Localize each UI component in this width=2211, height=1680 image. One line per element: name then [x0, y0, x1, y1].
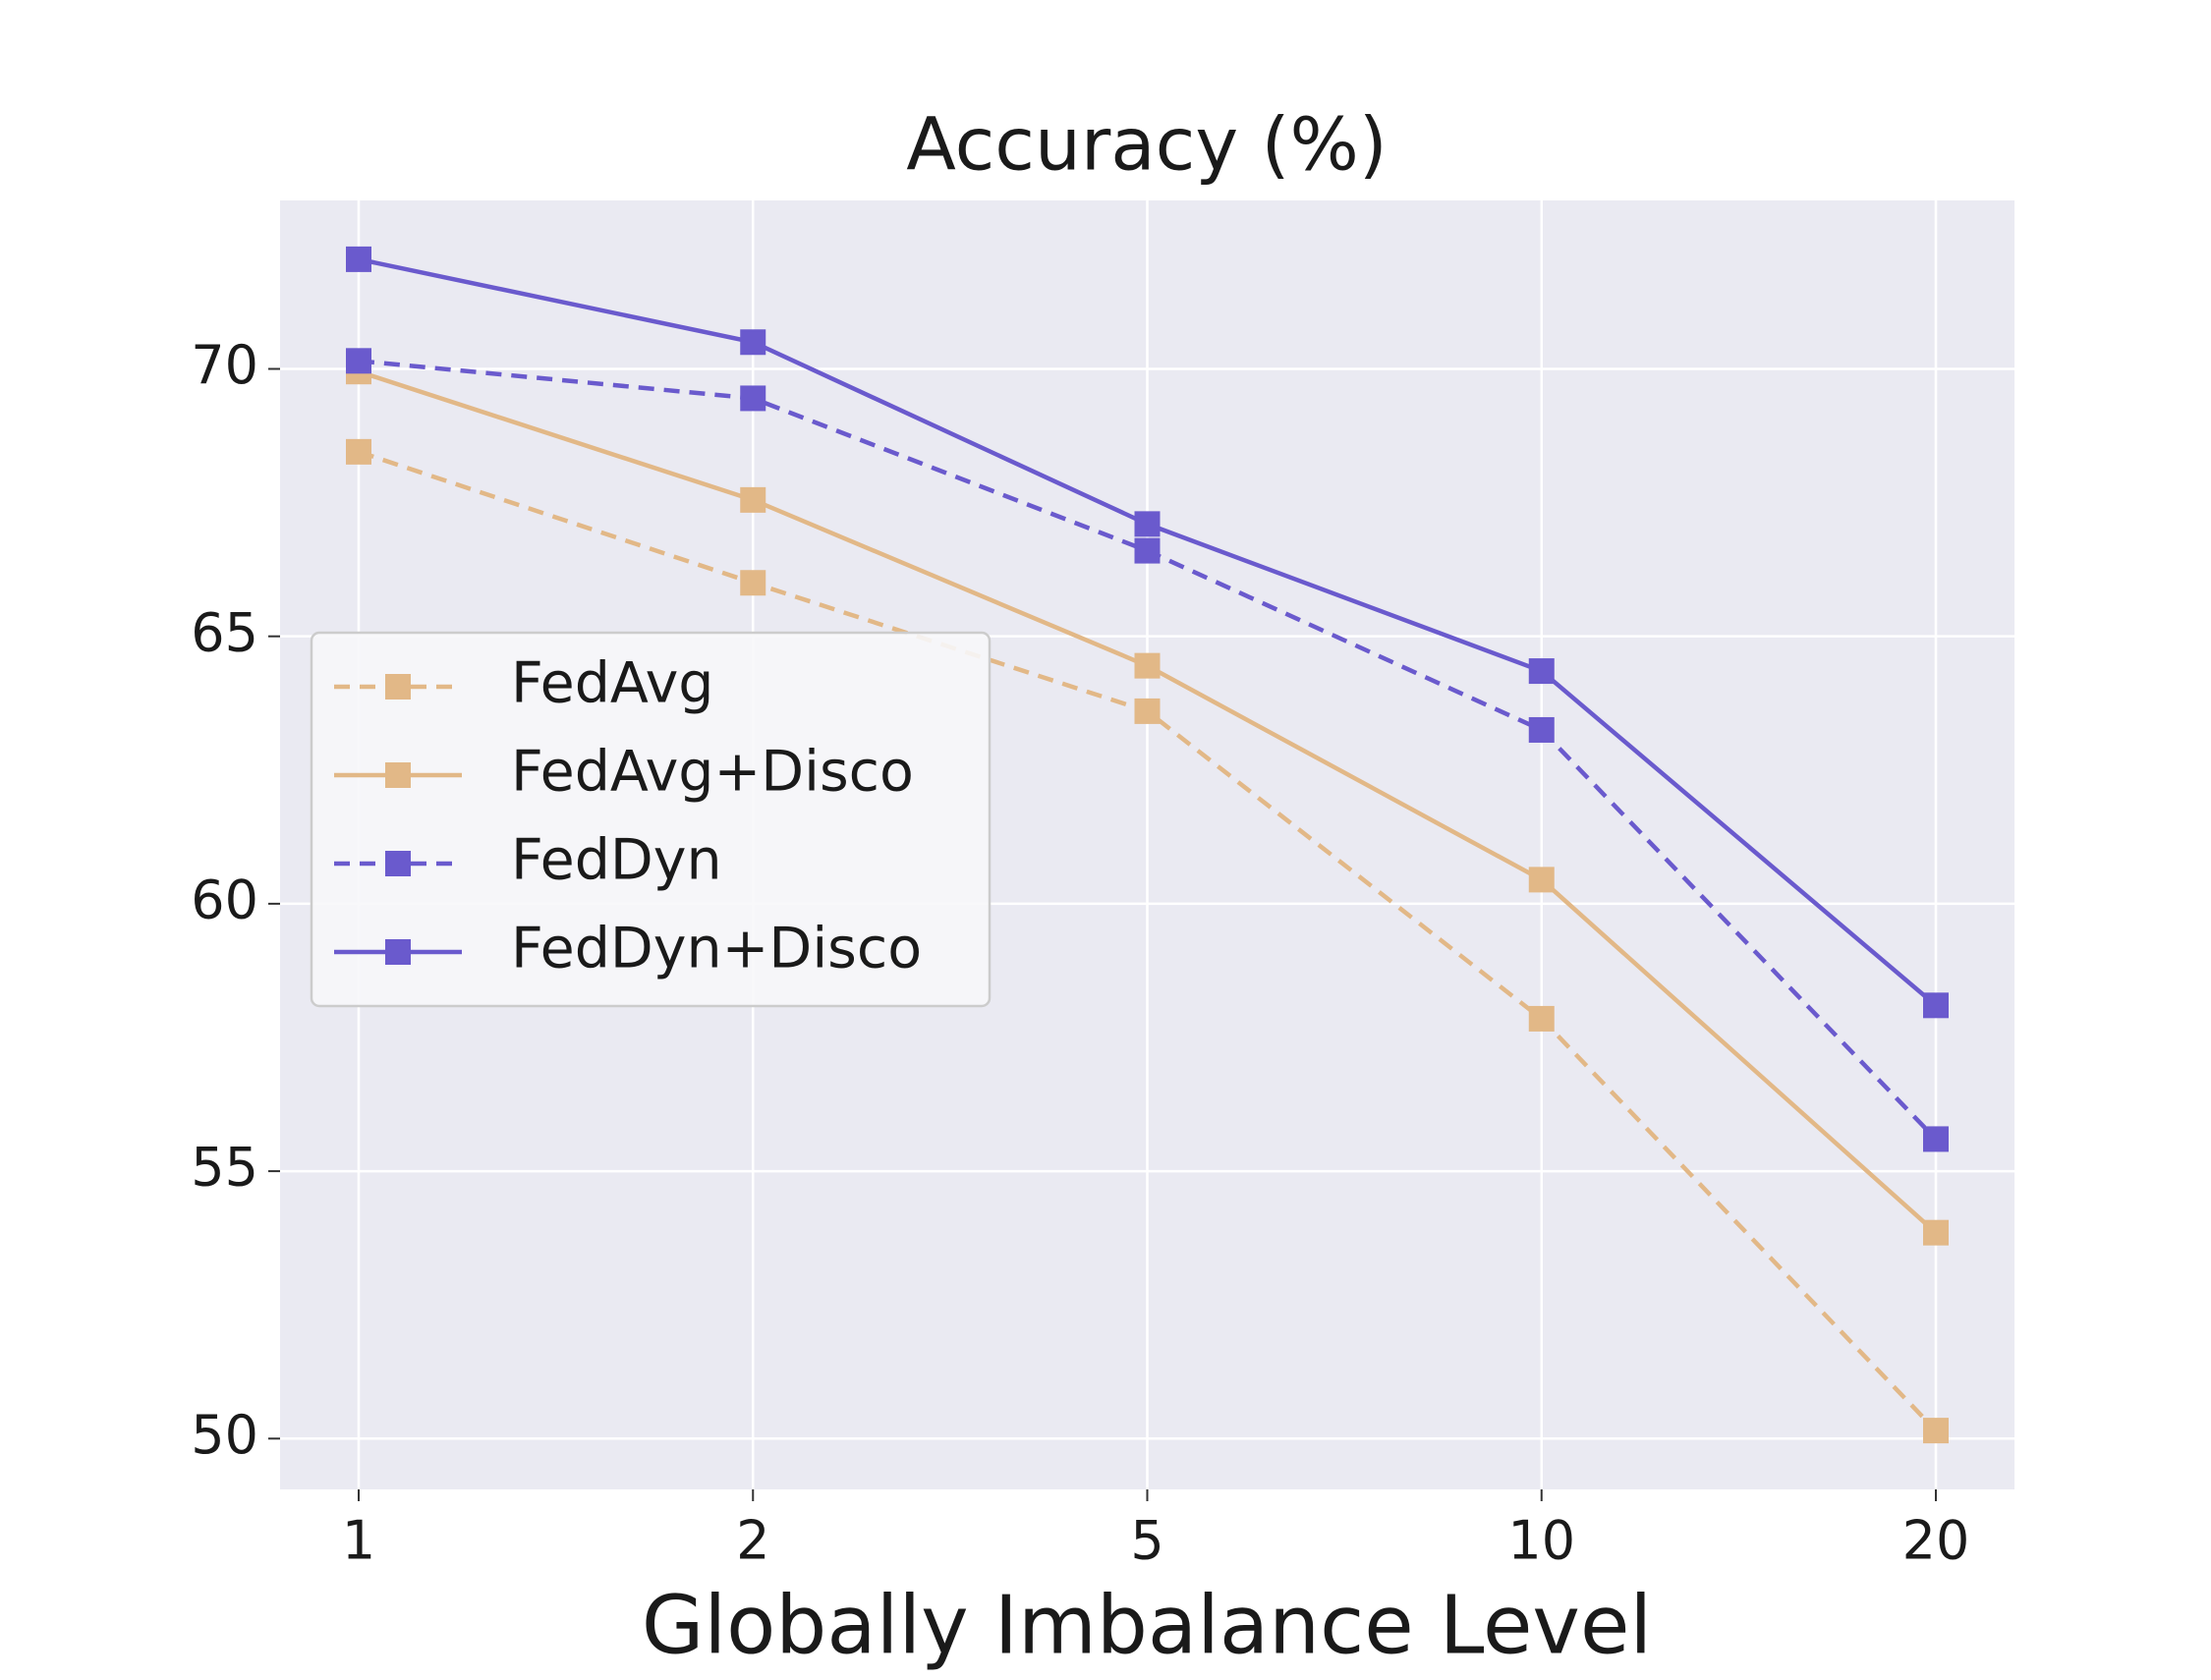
legend-box: [310, 631, 992, 1008]
marker: [740, 570, 766, 596]
marker: [1528, 1005, 1555, 1032]
x-axis-label: Globally Imbalance Level: [642, 1579, 1652, 1672]
marker: [1923, 1219, 1949, 1246]
marker: [346, 438, 371, 465]
marker: [740, 329, 766, 356]
marker: [740, 385, 766, 412]
marker: [1528, 716, 1555, 743]
marker: [1134, 537, 1161, 564]
y-tick-label: 65: [191, 601, 258, 663]
y-tick-label: 60: [191, 869, 258, 931]
legend-marker: [385, 762, 411, 788]
marker: [1528, 658, 1555, 685]
legend-marker: [385, 674, 411, 700]
legend-label: FedDyn: [511, 828, 722, 893]
x-tick-label: 5: [1130, 1510, 1163, 1572]
x-tick-label: 2: [736, 1510, 769, 1572]
legend-label: FedDyn+Disco: [511, 917, 922, 981]
legend-marker: [385, 851, 411, 876]
marker: [1923, 1126, 1949, 1152]
marker: [1528, 867, 1555, 893]
chart-title: Accuracy (%): [906, 103, 1387, 188]
marker: [346, 348, 371, 374]
marker: [1134, 511, 1161, 537]
marker: [1134, 698, 1161, 724]
marker: [346, 246, 371, 272]
x-tick-label: 20: [1902, 1510, 1970, 1572]
x-tick-label: 10: [1507, 1510, 1575, 1572]
marker: [1923, 992, 1949, 1019]
y-tick-label: 55: [191, 1137, 258, 1199]
marker: [740, 486, 766, 513]
marker: [1134, 652, 1161, 679]
y-tick-label: 70: [191, 334, 258, 396]
legend-marker: [385, 939, 411, 965]
marker: [1923, 1418, 1949, 1444]
legend-label: FedAvg: [511, 651, 714, 716]
x-tick-label: 1: [342, 1510, 375, 1572]
legend-label: FedAvg+Disco: [511, 740, 914, 805]
y-tick-label: 50: [191, 1404, 258, 1466]
